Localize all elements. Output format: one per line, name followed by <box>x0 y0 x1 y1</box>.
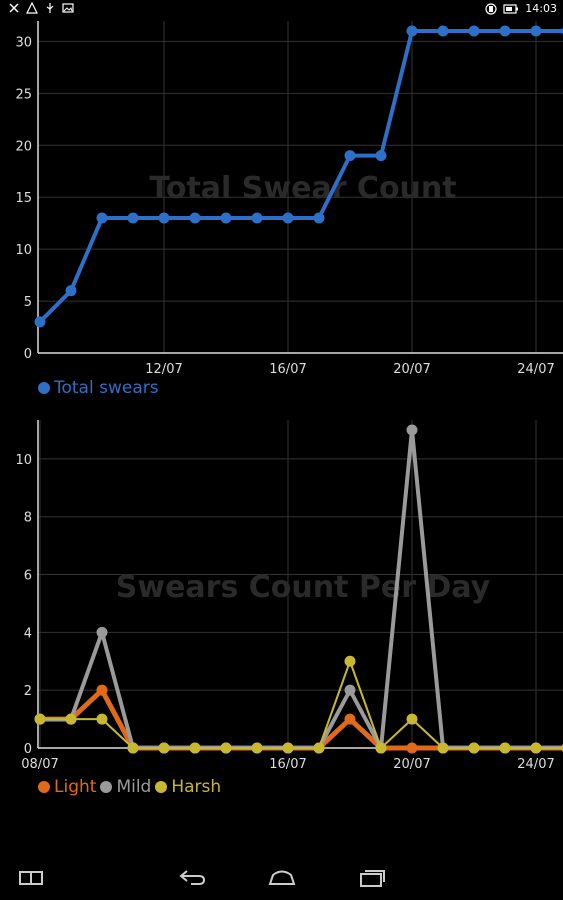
legend-label: Mild <box>116 777 152 797</box>
screenshot-icon[interactable] <box>16 866 46 888</box>
warning-icon <box>26 2 38 14</box>
usb-icon <box>46 3 54 13</box>
y-tick-label: 20 <box>15 139 32 154</box>
legend-item-mild: Mild <box>100 777 151 797</box>
x-tick-label: 20/07 <box>393 362 430 377</box>
legend-label: Total swears <box>54 378 159 398</box>
navigation-bar <box>0 852 563 900</box>
y-tick-label: 30 <box>15 35 32 50</box>
home-icon[interactable] <box>267 866 297 888</box>
data-point <box>158 742 170 754</box>
data-point <box>282 212 294 224</box>
legend-label: Harsh <box>171 777 222 797</box>
legend-dot <box>155 781 168 793</box>
x-tick-label: 24/07 <box>517 362 554 377</box>
perday-chart-legend: Light Mild Harsh <box>38 777 225 797</box>
legend-item-total-swears: Total swears <box>38 378 159 398</box>
data-point <box>96 684 108 696</box>
data-point <box>189 742 201 754</box>
data-point <box>65 285 77 297</box>
data-point <box>406 25 418 37</box>
total-swear-chart: 0 5 10 15 20 25 30 12/07 16/07 20/07 24/07 Total Sw… <box>15 21 563 377</box>
data-point <box>251 742 263 754</box>
data-point <box>499 25 511 37</box>
data-point <box>220 212 232 224</box>
data-point <box>96 626 108 638</box>
data-point <box>499 742 511 754</box>
x-tick-label: 20/07 <box>393 757 430 772</box>
y-tick-label: 6 <box>24 569 32 584</box>
x-tick-label: 24/07 <box>517 757 554 772</box>
chart-title: Swears Count Per Day <box>116 570 491 605</box>
y-tick-label: 0 <box>24 347 32 362</box>
y-tick-label: 0 <box>24 742 32 757</box>
legend-label: Light <box>54 777 97 797</box>
series-line-harsh <box>40 660 563 749</box>
data-point <box>251 212 263 224</box>
data-point <box>468 25 480 37</box>
data-point <box>96 713 108 725</box>
data-point <box>220 742 232 754</box>
x-tick-label: 08/07 <box>21 757 58 772</box>
vibrate-icon <box>485 2 497 15</box>
legend-dot <box>38 781 50 793</box>
data-point <box>530 742 542 754</box>
data-point <box>375 742 387 754</box>
chart-title: Total Swear Count <box>149 171 456 206</box>
x-tick-label: 16/07 <box>269 362 306 377</box>
status-time: 14:03 <box>525 2 557 15</box>
data-point <box>96 212 108 224</box>
y-tick-label: 2 <box>24 684 32 699</box>
total-chart-legend: Total swears <box>38 378 163 398</box>
y-tick-label: 8 <box>24 511 32 526</box>
data-point <box>530 25 542 37</box>
data-point <box>65 713 77 725</box>
data-point <box>406 742 418 754</box>
data-point <box>406 424 418 436</box>
y-tick-label: 15 <box>15 191 32 206</box>
data-point <box>344 684 356 696</box>
status-left-icons <box>8 2 74 14</box>
data-point <box>437 742 449 754</box>
close-icon <box>9 3 19 13</box>
image-icon <box>62 3 74 13</box>
legend-item-light: Light <box>38 777 96 797</box>
legend-dot <box>38 382 50 394</box>
data-point <box>127 212 139 224</box>
y-tick-label: 10 <box>15 453 32 468</box>
data-point <box>344 655 356 667</box>
data-point <box>344 713 356 725</box>
data-point <box>406 713 418 725</box>
data-point <box>282 742 294 754</box>
swears-per-day-chart: 0 2 4 6 8 10 08/07 16/07 20/07 24/07 Swears Count … <box>15 420 563 772</box>
data-point <box>437 25 449 37</box>
legend-item-harsh: Harsh <box>155 777 221 797</box>
status-bar: 14:03 <box>0 0 563 20</box>
status-right-icons: 14:03 <box>485 2 557 15</box>
data-point <box>34 713 46 725</box>
data-point <box>189 212 201 224</box>
data-point <box>127 742 139 754</box>
y-tick-label: 4 <box>24 626 32 641</box>
back-icon[interactable] <box>177 866 207 888</box>
legend-dot <box>100 781 113 793</box>
y-tick-label: 5 <box>24 295 32 310</box>
recent-apps-icon[interactable] <box>357 866 387 888</box>
data-point <box>344 150 356 162</box>
x-tick-label: 12/07 <box>145 362 182 377</box>
data-point <box>468 742 480 754</box>
x-tick-label: 16/07 <box>269 757 306 772</box>
data-point <box>34 316 46 328</box>
data-point <box>313 212 325 224</box>
y-tick-label: 25 <box>15 87 32 102</box>
data-point <box>313 742 325 754</box>
y-tick-label: 10 <box>15 243 32 258</box>
data-point <box>375 150 387 162</box>
battery-icon <box>503 3 519 14</box>
data-point <box>158 212 170 224</box>
